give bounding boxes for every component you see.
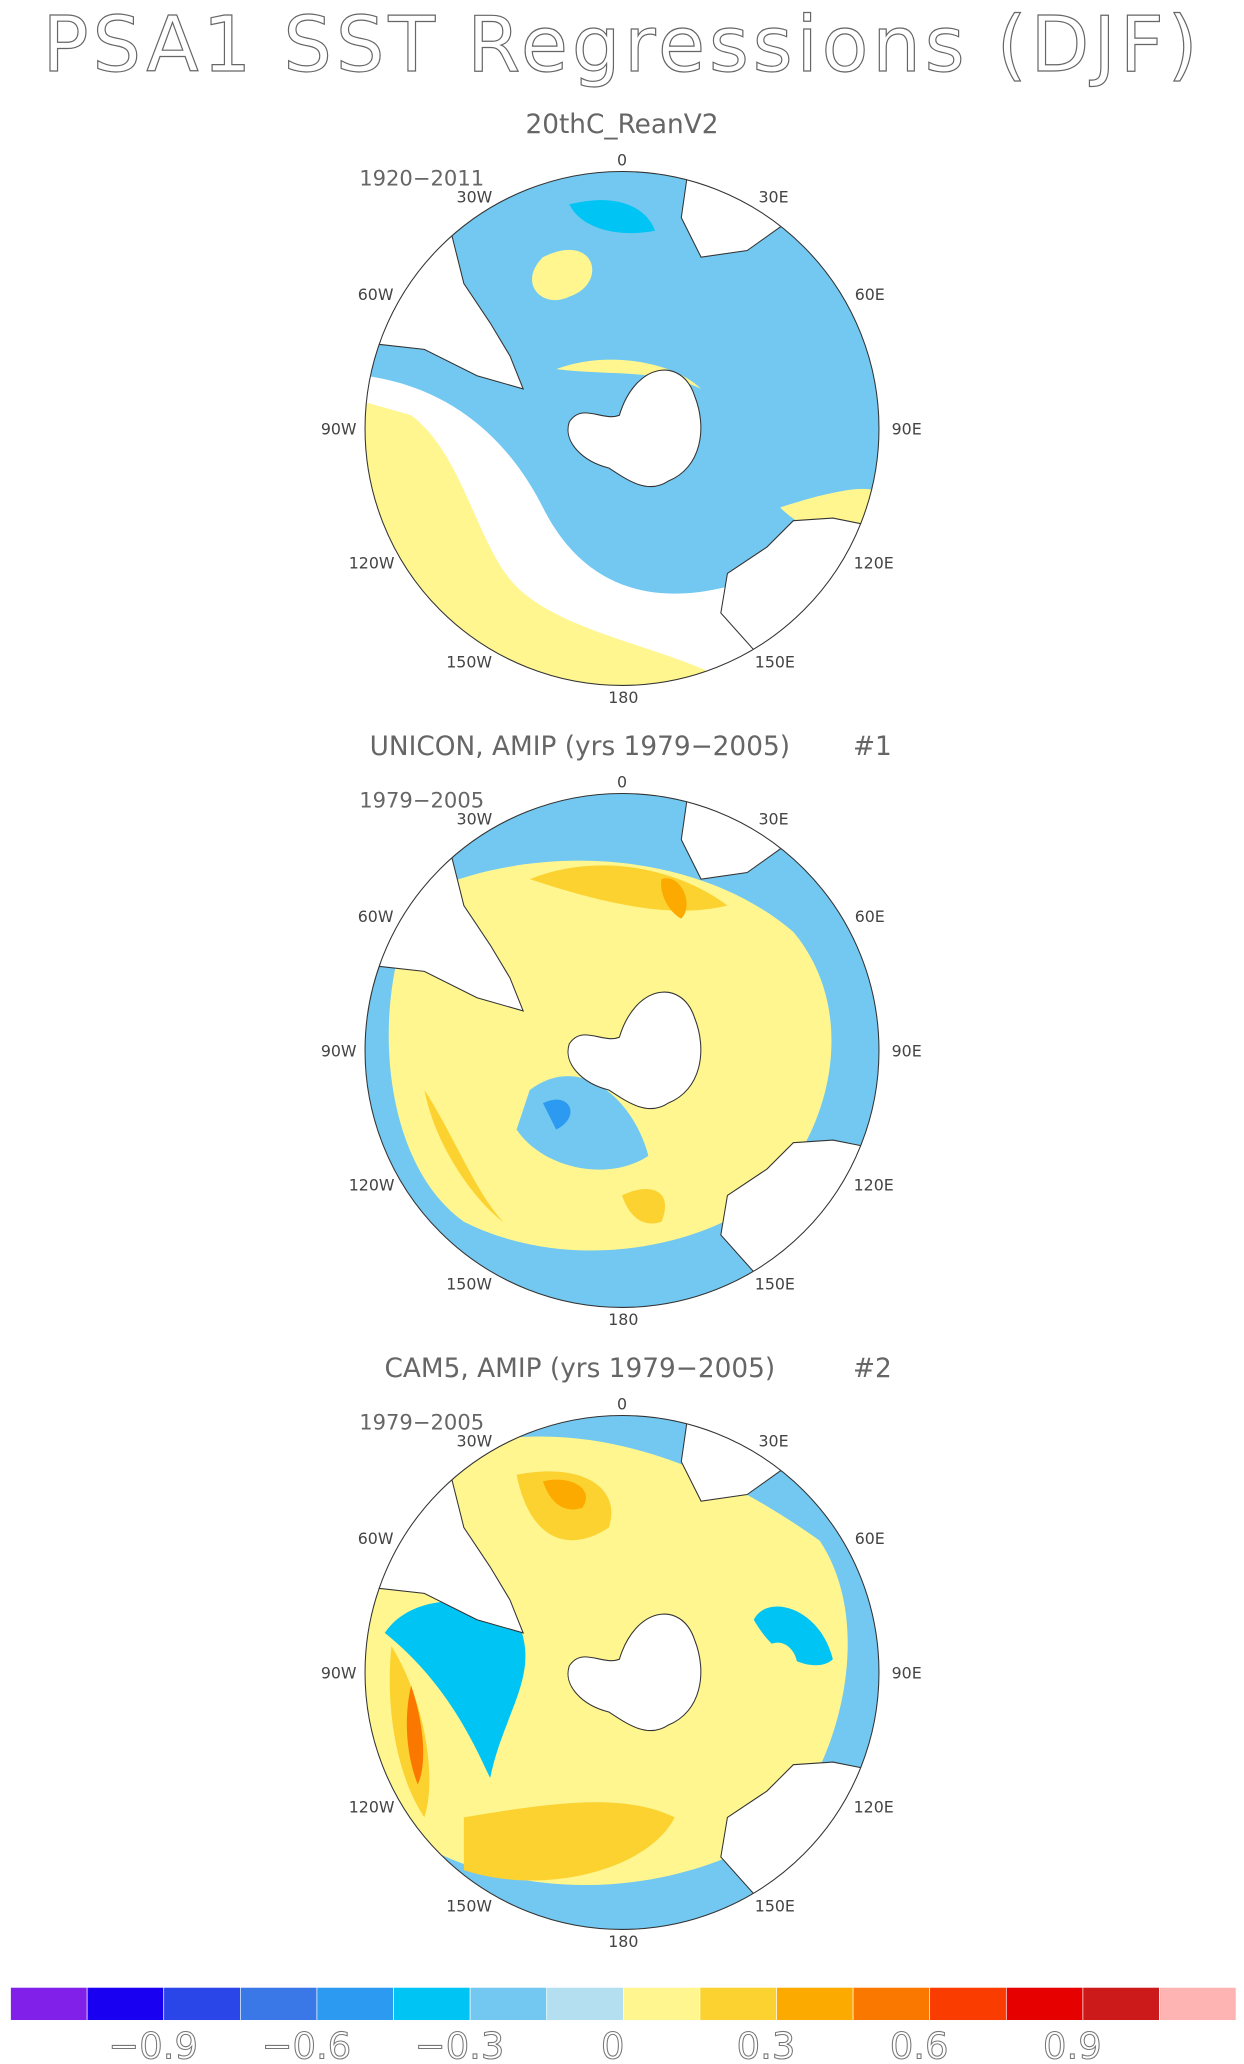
colorbar-label: 0.6 xyxy=(890,2025,949,2064)
polar-map: 0 30E 60E 90E 120E 150E 180 150W 120W 90W 60W 30W xyxy=(321,1394,922,1951)
sst-region xyxy=(556,359,702,389)
longitude-label: 30W xyxy=(457,809,493,828)
longitude-label: 150W xyxy=(446,1897,492,1916)
longitude-label: 90E xyxy=(892,1663,922,1682)
sst-region xyxy=(424,1089,504,1222)
longitude-label: 60E xyxy=(855,285,885,304)
longitude-label: 30E xyxy=(758,187,788,206)
longitude-label: 0 xyxy=(617,772,627,791)
longitude-label: 30W xyxy=(457,187,493,206)
colorbar-box xyxy=(86,1987,165,2021)
colorbar-box xyxy=(852,1987,931,2021)
map-field xyxy=(365,793,879,1308)
colorbar-box xyxy=(546,1987,624,2021)
colorbar-box xyxy=(393,1987,471,2021)
colorbar-label: 0.9 xyxy=(1043,2025,1102,2064)
longitude-label: 150E xyxy=(755,1275,795,1294)
longitude-label: 120E xyxy=(854,1176,894,1195)
sst-region xyxy=(532,249,593,301)
colorbar-label: −0.3 xyxy=(415,2025,505,2064)
longitude-label: 150W xyxy=(446,653,492,672)
longitude-label: 90W xyxy=(321,419,357,438)
colorbar-box xyxy=(240,1987,318,2021)
colorbar-label: 0.3 xyxy=(737,2025,796,2064)
colorbar-box xyxy=(469,1987,548,2021)
longitude-label: 150E xyxy=(755,1897,795,1916)
colorbar-label: −0.6 xyxy=(262,2025,352,2064)
map-border xyxy=(364,1414,880,1930)
longitude-label: 90E xyxy=(892,1041,922,1060)
main-title: PSA1 SST Regressions (DJF) xyxy=(42,1,1201,90)
panel-number: #2 xyxy=(853,1354,892,1384)
colorbar-label: 0 xyxy=(601,2025,624,2064)
longitude-label: 30E xyxy=(758,1431,788,1450)
longitude-label: 180 xyxy=(608,688,638,707)
map-border xyxy=(364,170,880,686)
sst-region xyxy=(384,1601,526,1778)
longitude-label: 30W xyxy=(457,1431,493,1450)
sst-region xyxy=(622,1189,666,1224)
panel-number: #1 xyxy=(853,732,892,762)
colorbar-box xyxy=(10,1987,88,2021)
period-label: 1979−2005 xyxy=(359,1409,484,1434)
longitude-label: 150E xyxy=(755,653,795,672)
longitude-label: 0 xyxy=(617,1394,627,1413)
panel-title: 20thC_ReanV2 xyxy=(525,110,718,140)
longitude-label: 60W xyxy=(358,1529,394,1548)
longitude-label: 0 xyxy=(617,150,627,169)
sst-region xyxy=(542,1479,586,1510)
colorbar-box xyxy=(163,1987,241,2021)
sst-region xyxy=(406,1685,424,1785)
colorbar-box xyxy=(622,1987,701,2021)
longitude-label: 60E xyxy=(855,907,885,926)
map-border xyxy=(364,792,880,1308)
longitude-label: 120W xyxy=(349,554,395,573)
longitude-label: 30E xyxy=(758,809,788,828)
panel-title: UNICON, AMIP (yrs 1979−2005) xyxy=(370,732,790,762)
polar-map: 0 30E 60E 90E 120E 150E 180 150W 120W 90W 60W 30W xyxy=(321,150,922,707)
colorbar-box xyxy=(1082,1987,1160,2021)
colorbar-box xyxy=(699,1987,777,2021)
sst-region xyxy=(463,1802,675,1881)
longitude-label: 90W xyxy=(321,1041,357,1060)
longitude-label: 120E xyxy=(854,1798,894,1817)
colorbar-box xyxy=(1005,1987,1084,2021)
colorbar-box xyxy=(316,1987,394,2021)
longitude-label: 180 xyxy=(608,1310,638,1329)
longitude-label: 60W xyxy=(358,907,394,926)
period-label: 1979−2005 xyxy=(359,787,484,812)
sst-region xyxy=(766,1642,798,1686)
sst-region xyxy=(365,171,879,594)
sst-region xyxy=(516,1076,649,1170)
map-field xyxy=(365,1415,879,1930)
colorbar-label: −0.9 xyxy=(108,2025,198,2064)
colorbar-box xyxy=(776,1987,854,2021)
sst-region xyxy=(661,878,687,919)
panel-title: CAM5, AMIP (yrs 1979−2005) xyxy=(384,1354,775,1384)
longitude-label: 120W xyxy=(349,1798,395,1817)
longitude-label: 120W xyxy=(349,1176,395,1195)
period-label: 1920−2011 xyxy=(359,165,484,190)
sst-region xyxy=(365,402,741,686)
polar-map: 0 30E 60E 90E 120E 150E 180 150W 120W 90W 60W 30W xyxy=(321,772,922,1329)
longitude-label: 90W xyxy=(321,1663,357,1682)
longitude-label: 120E xyxy=(854,554,894,573)
longitude-label: 150W xyxy=(446,1275,492,1294)
sst-region xyxy=(753,1606,833,1666)
longitude-label: 180 xyxy=(608,1932,638,1951)
longitude-label: 60E xyxy=(855,1529,885,1548)
sst-region xyxy=(569,200,655,234)
colorbar-box xyxy=(929,1987,1007,2021)
map-field xyxy=(365,171,879,686)
sst-region xyxy=(542,1099,571,1130)
longitude-label: 60W xyxy=(358,285,394,304)
colorbar-box xyxy=(1159,1987,1237,2021)
longitude-label: 90E xyxy=(892,419,922,438)
